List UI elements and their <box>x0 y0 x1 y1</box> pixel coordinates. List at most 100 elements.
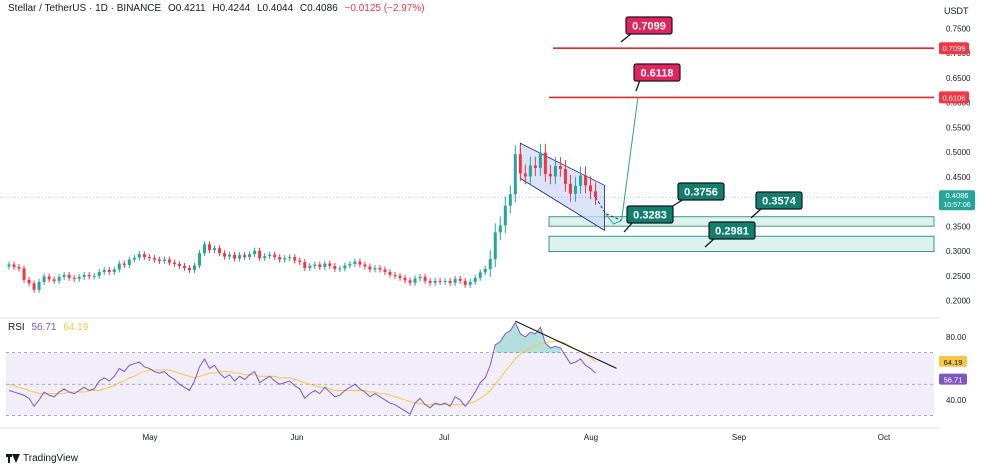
candle-body <box>323 263 327 268</box>
candle <box>503 196 507 234</box>
candle-body <box>378 267 382 270</box>
symbol-header: Stellar / TetherUS · 1D · BINANCE O0.421… <box>8 3 429 14</box>
price-tick-label: 0.3000 <box>946 247 971 256</box>
candle-body <box>413 278 417 283</box>
price-callout: 0.3574 <box>750 191 803 219</box>
candle-body <box>433 280 437 283</box>
candle <box>283 255 287 263</box>
candle-body <box>218 248 222 254</box>
candle-body <box>418 276 422 279</box>
resistance-axis-text: 0.7099 <box>943 44 966 53</box>
resistance-axis-text: 0.6106 <box>943 93 966 102</box>
candle <box>152 255 156 263</box>
candle-body <box>122 263 126 266</box>
callout-text: 0.3756 <box>684 187 718 199</box>
candle <box>132 254 136 263</box>
candle-body <box>483 268 487 273</box>
candle <box>328 260 332 269</box>
candle-body <box>132 257 136 260</box>
candle <box>172 259 176 268</box>
candle <box>57 273 61 284</box>
candle-body <box>167 259 171 263</box>
candle <box>192 262 196 273</box>
candle <box>67 271 71 281</box>
callout-text: 0.3574 <box>762 196 797 208</box>
time-tick-label: Aug <box>584 433 598 442</box>
price-tick-label: 0.6500 <box>946 74 971 83</box>
ohlc-close: C0.4086 <box>299 3 338 14</box>
resistance-axis-label: 0.7099 <box>939 42 969 55</box>
candle-body <box>273 254 277 258</box>
candle <box>253 247 257 258</box>
candle-body <box>513 154 517 195</box>
candle <box>408 277 412 286</box>
callout-box <box>677 182 725 201</box>
resistance-axis-tag <box>939 42 969 55</box>
candle <box>218 245 222 257</box>
candle-body <box>548 173 552 177</box>
candle-body <box>293 257 297 261</box>
candle <box>213 245 217 254</box>
candle <box>248 251 252 261</box>
candle-body <box>473 277 477 282</box>
candle <box>378 265 382 273</box>
candle <box>102 267 106 275</box>
candle-body <box>558 166 562 169</box>
projection-dashed-path <box>595 196 622 221</box>
candle-body <box>373 267 377 270</box>
candle-body <box>508 194 512 206</box>
candle-body <box>308 266 312 268</box>
candle-body <box>458 278 462 281</box>
candle <box>298 257 302 266</box>
candle-body <box>263 256 267 259</box>
candle-body <box>438 280 442 282</box>
candle-body <box>87 274 91 277</box>
candle <box>423 273 427 284</box>
price-tick-label: 0.7500 <box>946 24 971 33</box>
candle-body <box>233 254 237 259</box>
candle <box>243 252 247 261</box>
candle <box>268 251 272 260</box>
candle <box>127 256 131 268</box>
time-tick-label: Oct <box>878 433 891 442</box>
price-callout: 0.6118 <box>633 63 681 92</box>
candle-body <box>313 264 317 267</box>
candle-body <box>328 263 332 267</box>
candle-body <box>553 166 557 177</box>
candle-body <box>363 264 367 267</box>
projection-path <box>605 96 639 225</box>
price-tick-label: 0.3500 <box>946 222 971 231</box>
callout-box <box>626 205 674 224</box>
candle-body <box>82 274 86 277</box>
rsi-header: RSI 56.71 64.19 <box>8 322 88 333</box>
candle <box>42 273 46 285</box>
candle-body <box>543 152 547 174</box>
candle-body <box>208 244 212 251</box>
candle-body <box>503 205 507 226</box>
candle-body <box>353 261 357 265</box>
candle-body <box>343 265 347 269</box>
candle-body <box>172 262 176 265</box>
candle <box>203 241 207 257</box>
candle-body <box>573 185 577 194</box>
rsi-ma-line <box>8 341 596 406</box>
candle <box>438 277 442 285</box>
callout-box <box>755 191 803 210</box>
candle-body <box>368 266 372 270</box>
candle-body <box>107 269 111 272</box>
candle <box>92 272 96 280</box>
candle <box>478 269 482 281</box>
callout-text: 0.2981 <box>715 226 749 238</box>
candle-body <box>468 281 472 285</box>
candle <box>348 261 352 269</box>
candle-body <box>187 267 191 270</box>
price-tick-label: 0.2500 <box>946 272 971 281</box>
candle-body <box>478 272 482 278</box>
candle-body <box>42 276 46 282</box>
candle-body <box>102 269 106 272</box>
candle <box>563 160 567 192</box>
candle <box>398 272 402 281</box>
candle-body <box>298 260 302 263</box>
candle <box>187 265 191 273</box>
